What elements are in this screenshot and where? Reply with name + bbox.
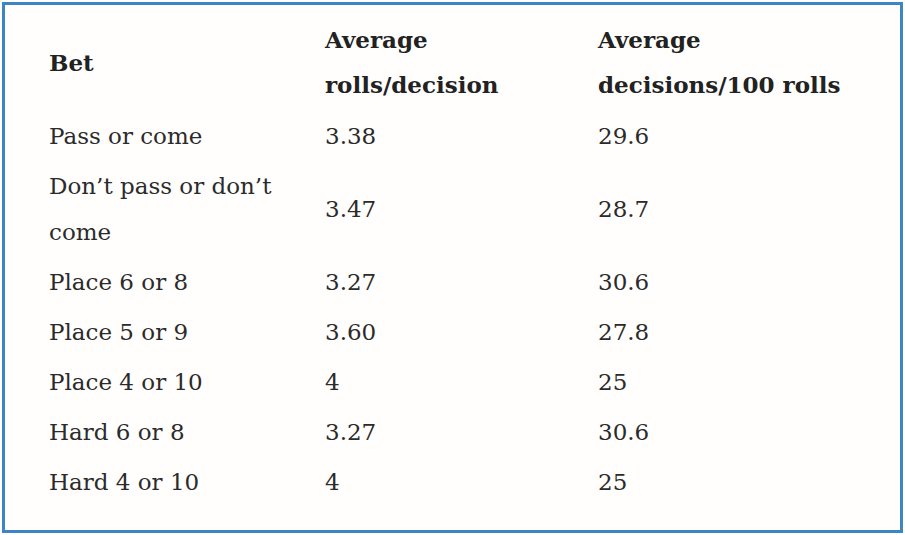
header-row: Bet Average rolls/decision Average decis… (49, 11, 895, 111)
avg-rolls-per-decision-cell: 3.27 (325, 257, 598, 307)
table-row: Place 4 or 10425 (49, 357, 895, 407)
avg-decisions-per-100-rolls-cell: 25 (598, 357, 895, 407)
avg-decisions-per-100-rolls-cell: 28.7 (598, 161, 895, 257)
avg-rolls-per-decision-cell: 4 (325, 357, 598, 407)
avg-rolls-per-decision-cell: 3.47 (325, 161, 598, 257)
avg-decisions-per-100-rolls-cell: 30.6 (598, 407, 895, 457)
bet-cell: Place 4 or 10 (49, 357, 325, 407)
table-panel: Bet Average rolls/decision Average decis… (2, 2, 903, 533)
bet-cell: Place 5 or 9 (49, 307, 325, 357)
col-header-avg-rolls-per-decision: Average rolls/decision (325, 11, 598, 111)
screenshot-viewport: Bet Average rolls/decision Average decis… (0, 0, 905, 535)
avg-decisions-per-100-rolls-cell: 29.6 (598, 111, 895, 161)
avg-decisions-per-100-rolls-cell: 25 (598, 457, 895, 507)
bet-cell: Hard 4 or 10 (49, 457, 325, 507)
avg-rolls-per-decision-cell: 4 (325, 457, 598, 507)
bet-cell: Pass or come (49, 111, 325, 161)
bet-cell: Don’t pass or don’t come (49, 161, 325, 257)
avg-decisions-per-100-rolls-cell: 30.6 (598, 257, 895, 307)
table-body: Pass or come3.3829.6Don’t pass or don’t … (49, 111, 895, 507)
table-row: Place 6 or 83.2730.6 (49, 257, 895, 307)
table-row: Pass or come3.3829.6 (49, 111, 895, 161)
table-row: Don’t pass or don’t come3.4728.7 (49, 161, 895, 257)
table-row: Hard 4 or 10425 (49, 457, 895, 507)
avg-rolls-per-decision-cell: 3.27 (325, 407, 598, 457)
avg-rolls-per-decision-cell: 3.38 (325, 111, 598, 161)
craps-bets-table: Bet Average rolls/decision Average decis… (49, 11, 895, 507)
avg-rolls-per-decision-cell: 3.60 (325, 307, 598, 357)
col-header-bet: Bet (49, 11, 325, 111)
col-header-avg-decisions-per-100-rolls: Average decisions/100 rolls (598, 11, 895, 111)
table-row: Place 5 or 93.6027.8 (49, 307, 895, 357)
avg-decisions-per-100-rolls-cell: 27.8 (598, 307, 895, 357)
table-row: Hard 6 or 83.2730.6 (49, 407, 895, 457)
bet-cell: Place 6 or 8 (49, 257, 325, 307)
bet-cell: Hard 6 or 8 (49, 407, 325, 457)
